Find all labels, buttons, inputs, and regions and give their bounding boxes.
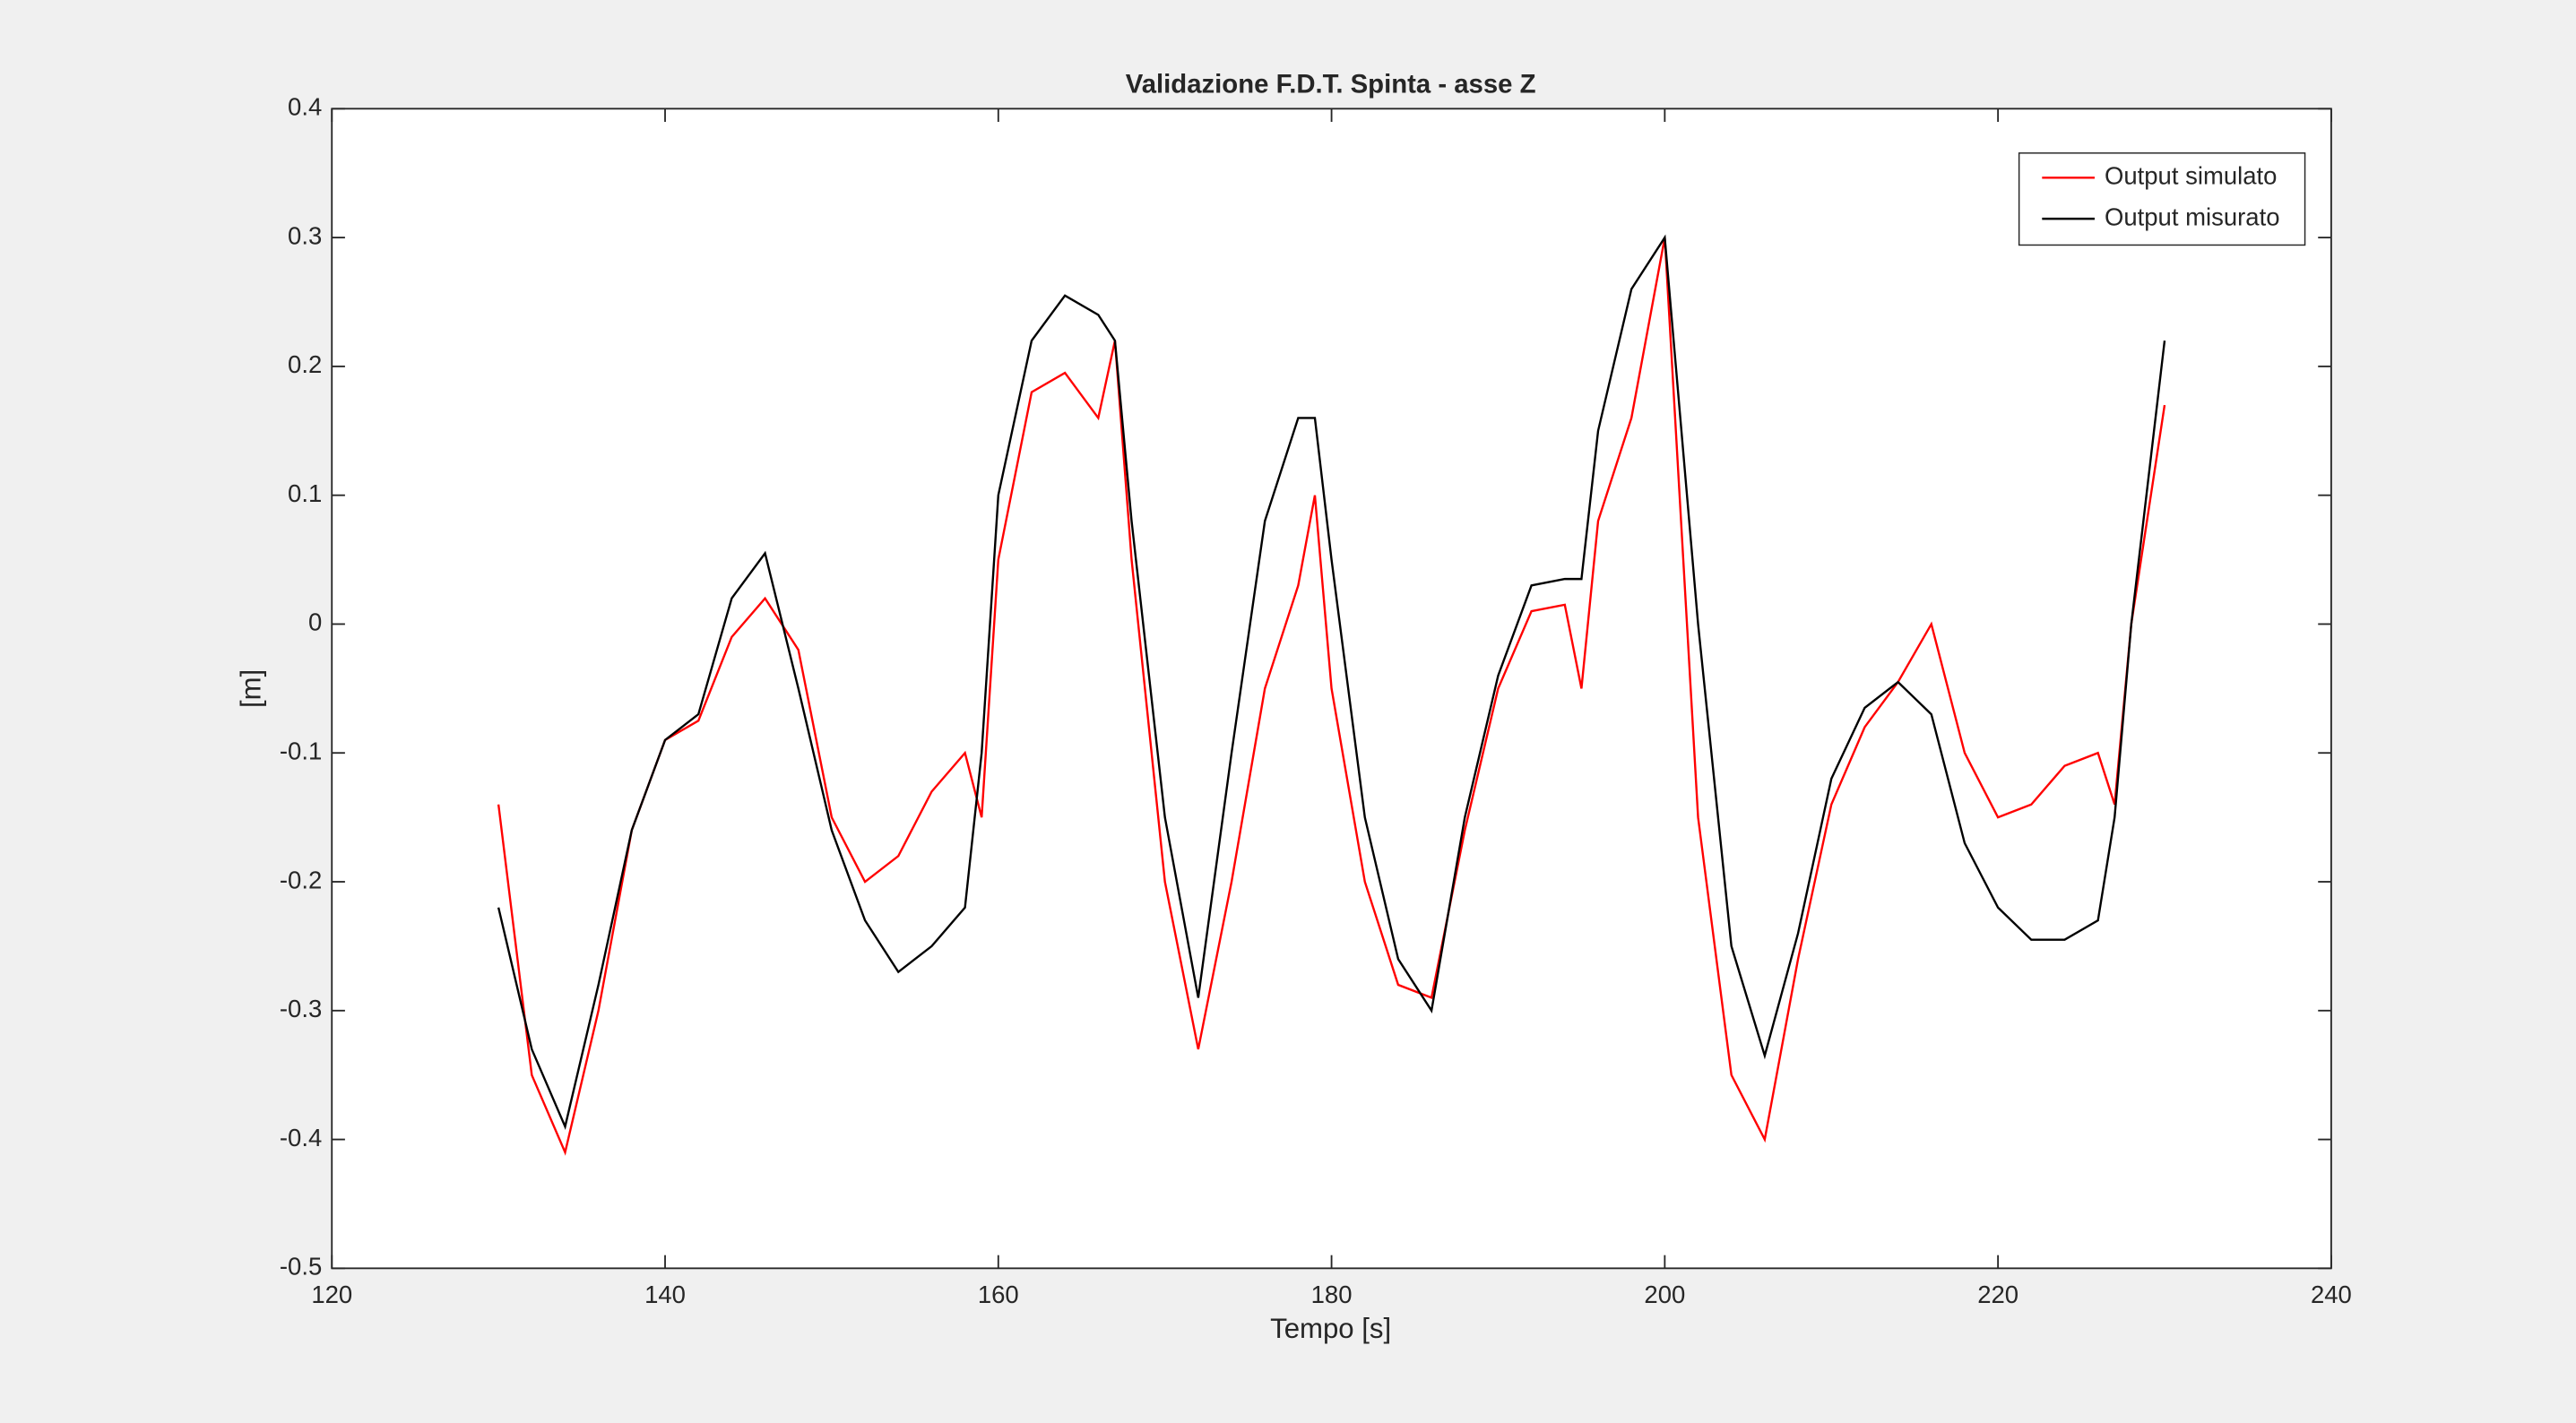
x-tick-label: 120 <box>311 1281 352 1308</box>
chart-title: Validazione F.D.T. Spinta - asse Z <box>1126 69 1536 99</box>
x-tick-label: 240 <box>2311 1281 2352 1308</box>
y-tick-label: 0.4 <box>288 93 322 121</box>
y-tick-label: 0.2 <box>288 350 322 378</box>
y-tick-label: -0.2 <box>280 866 322 893</box>
legend-label: Output misurato <box>2105 203 2280 230</box>
y-tick-label: -0.3 <box>280 995 322 1022</box>
y-tick-label: -0.1 <box>280 737 322 764</box>
y-tick-label: 0.1 <box>288 479 322 507</box>
x-tick-label: 140 <box>644 1281 686 1308</box>
y-tick-label: -0.5 <box>280 1253 322 1281</box>
axes-box <box>331 108 2332 1270</box>
x-tick-label: 220 <box>1977 1281 2018 1308</box>
x-tick-label: 180 <box>1311 1281 1353 1308</box>
x-tick-label: 200 <box>1644 1281 1685 1308</box>
legend-label: Output simulato <box>2105 162 2278 190</box>
series-line <box>497 237 2166 1156</box>
x-tick-label: 160 <box>978 1281 1019 1308</box>
x-axis-label: Tempo [s] <box>1270 1313 1391 1344</box>
series-line <box>497 234 2166 1130</box>
y-tick-label: 0.3 <box>288 221 322 249</box>
y-axis-label: [m] <box>236 669 267 708</box>
legend-box <box>2018 152 2306 246</box>
y-tick-label: -0.4 <box>280 1124 322 1151</box>
y-tick-label: 0 <box>308 608 322 636</box>
